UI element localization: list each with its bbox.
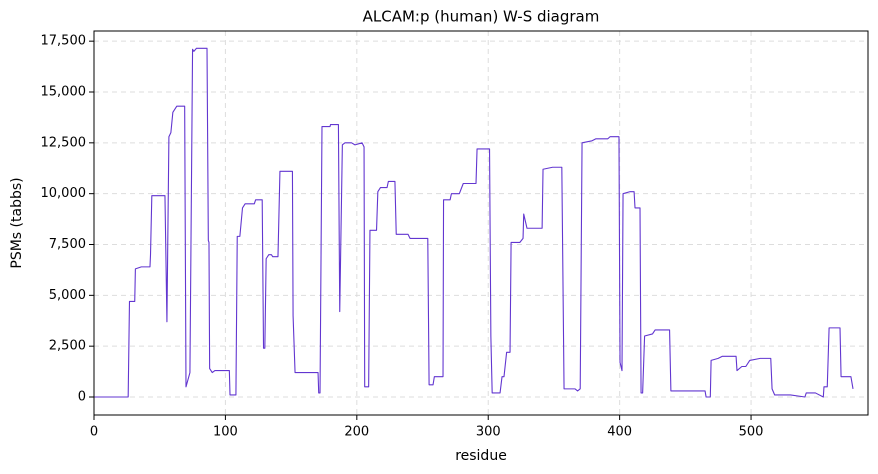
data-line: [94, 47, 854, 398]
y-tick-label: 7,500: [49, 237, 86, 252]
x-tick-label: 0: [90, 425, 98, 440]
plot-frame: [93, 30, 869, 416]
x-tick-label: 100: [213, 425, 238, 440]
x-tick-label: 200: [344, 425, 369, 440]
y-tick-label: 17,500: [41, 34, 87, 49]
x-tick-label: 300: [476, 425, 501, 440]
y-tick-label: 0: [78, 390, 86, 405]
x-axis-label: residue: [455, 448, 507, 464]
y-tick-label: 2,500: [49, 339, 86, 354]
x-tick-label: 400: [607, 425, 632, 440]
y-tick-label: 15,000: [41, 85, 87, 100]
chart-title: ALCAM:p (human) W-S diagram: [363, 8, 600, 26]
y-tick-label: 12,500: [41, 135, 87, 150]
y-tick-label: 10,000: [41, 186, 87, 201]
y-tick-label: 5,000: [49, 288, 86, 303]
y-axis-label: PSMs (tabbs): [9, 177, 25, 268]
x-tick-label: 500: [739, 425, 764, 440]
